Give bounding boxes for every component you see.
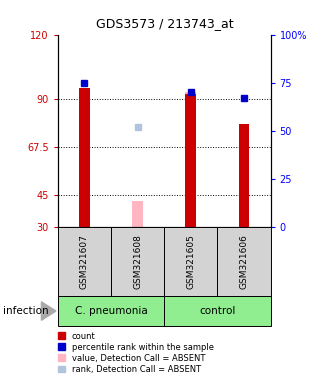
Bar — [58, 227, 111, 296]
Bar — [217, 227, 271, 296]
Text: control: control — [199, 306, 236, 316]
Bar — [79, 88, 90, 227]
Text: C. pneumonia: C. pneumonia — [75, 306, 147, 316]
Text: GSM321606: GSM321606 — [240, 234, 248, 288]
Bar — [164, 227, 217, 296]
Bar — [164, 296, 271, 326]
Bar — [111, 227, 164, 296]
Legend: count, percentile rank within the sample, value, Detection Call = ABSENT, rank, : count, percentile rank within the sample… — [54, 328, 217, 377]
Bar — [185, 94, 196, 227]
Bar — [132, 201, 143, 227]
Text: GSM321608: GSM321608 — [133, 234, 142, 288]
Text: infection: infection — [3, 306, 49, 316]
Bar — [58, 296, 164, 326]
Text: GDS3573 / 213743_at: GDS3573 / 213743_at — [96, 17, 234, 30]
Bar — [239, 124, 249, 227]
Text: GSM321605: GSM321605 — [186, 234, 195, 288]
Text: GSM321607: GSM321607 — [80, 234, 89, 288]
Polygon shape — [42, 302, 56, 320]
Bar — [185, 92, 196, 227]
